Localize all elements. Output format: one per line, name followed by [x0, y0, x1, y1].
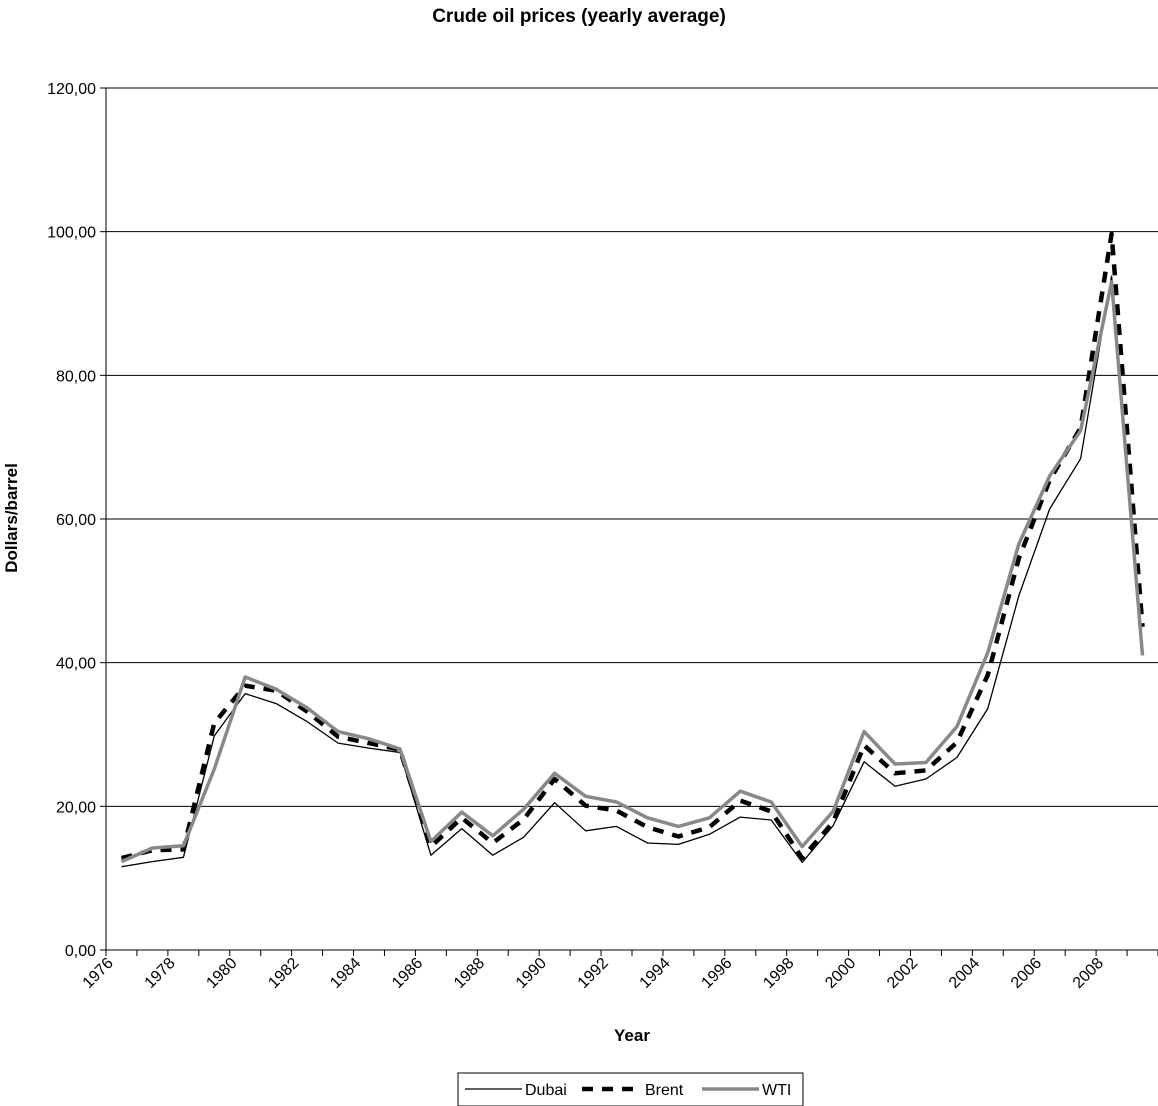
series-line-dubai [121, 275, 1144, 868]
series-lines [120, 231, 1145, 868]
legend-label-brent: Brent [645, 1082, 684, 1099]
x-tick-label: 1982 [265, 955, 302, 992]
x-tick-label: 1998 [760, 955, 797, 992]
y-tick-label: 0,00 [65, 943, 96, 960]
y-tick-label: 40,00 [56, 656, 96, 673]
x-tick-label: 2002 [884, 955, 921, 992]
y-tick-label: 60,00 [56, 512, 96, 529]
x-tick-label: 1984 [327, 955, 364, 992]
x-tick-label: 1992 [575, 955, 612, 992]
y-tick-label: 120,00 [47, 81, 96, 98]
x-tick-label: 1990 [513, 955, 550, 992]
x-tick-label: 2000 [822, 955, 859, 992]
legend-label-dubai: Dubai [525, 1082, 567, 1099]
y-tick-label: 80,00 [56, 368, 96, 385]
legend: Dubai Brent WTI [457, 1072, 804, 1106]
series-line-brent [120, 231, 1145, 861]
x-tick-label: 1994 [637, 955, 674, 992]
legend-label-wti: WTI [762, 1082, 791, 1099]
x-tick-label: 2006 [1008, 955, 1045, 992]
y-tick-label: 20,00 [56, 799, 96, 816]
gridlines [106, 87, 1158, 807]
x-tick-label: 1988 [451, 955, 488, 992]
y-axis-label: Dollars/barrel [2, 463, 21, 573]
chart-title: Crude oil prices (yearly average) [432, 6, 726, 27]
y-axis-ticks: 0,00 20,00 40,00 60,00 80,00 100,00 120,00 [47, 81, 106, 960]
series-line-wti [120, 280, 1145, 864]
x-axis-label: Year [614, 1026, 650, 1045]
x-tick-label: 1986 [389, 955, 426, 992]
x-tick-label: 1976 [80, 955, 117, 992]
x-tick-label: 1978 [142, 955, 179, 992]
x-tick-label: 1996 [698, 955, 735, 992]
y-tick-label: 100,00 [47, 225, 96, 242]
x-tick-label: 2008 [1070, 955, 1107, 992]
x-axis-ticks: 1976 1978 1980 1982 1984 1986 1988 1990 1992 1994… [80, 950, 1158, 992]
x-tick-label: 2004 [946, 955, 983, 992]
x-tick-label: 1980 [203, 955, 240, 992]
